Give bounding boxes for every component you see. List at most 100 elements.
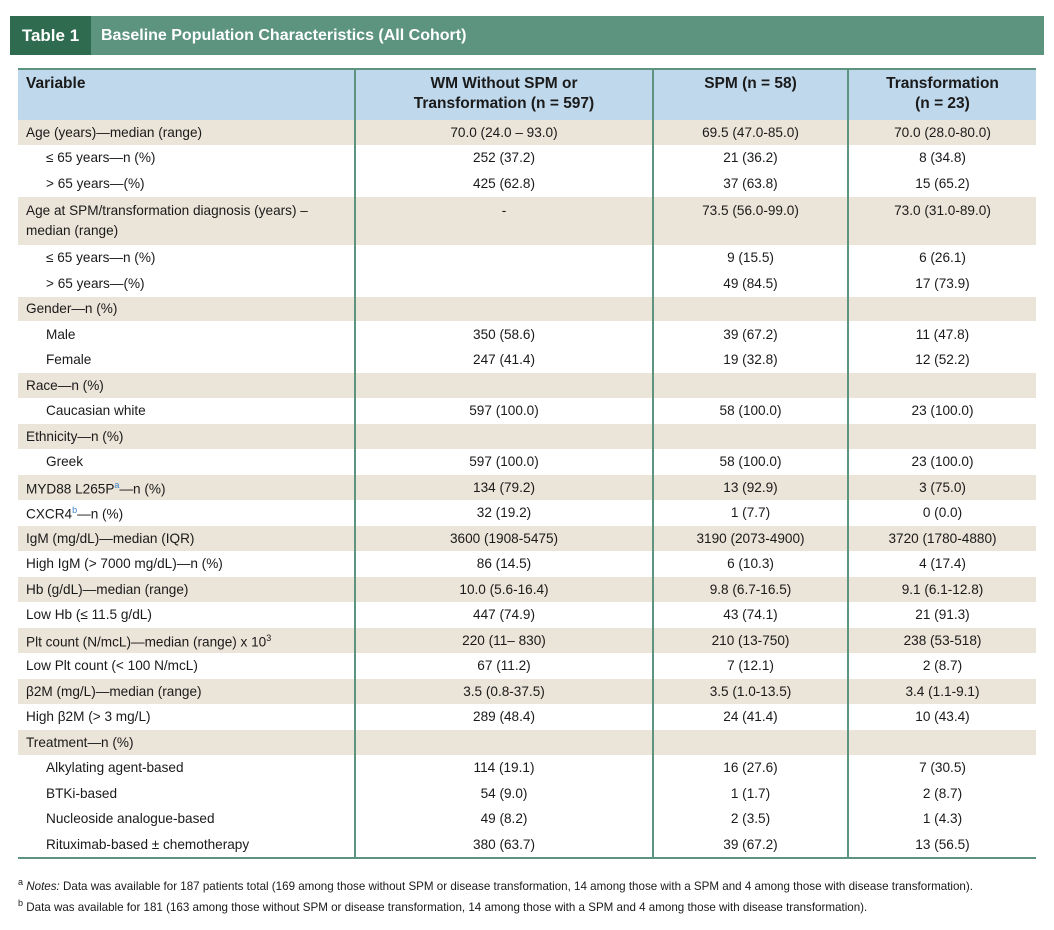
cell-transformation: 6 (26.1)	[848, 245, 1036, 271]
cell-spm: 19 (32.8)	[653, 347, 849, 373]
header-transformation: Transformation (n = 23)	[848, 69, 1036, 120]
row-label-text-line2: median (range)	[26, 222, 119, 238]
row-label: Nucleoside analogue-based	[18, 806, 356, 832]
cell-wm: 380 (63.7)	[355, 831, 654, 858]
cell-transformation: 0 (0.0)	[848, 500, 1036, 526]
cell-wm: 10.0 (5.6-16.4)	[355, 576, 654, 603]
row-label: Caucasian white	[18, 398, 356, 424]
note-a-text: Data was available for 187 patients tota…	[63, 879, 973, 893]
row-label: Gender—n (%)	[18, 296, 356, 322]
cell-wm: 447 (74.9)	[355, 602, 654, 628]
table-row: Caucasian white 597 (100.0) 58 (100.0) 23 (…	[18, 398, 1036, 424]
cell-wm: -	[355, 196, 654, 246]
row-label: Greek	[18, 449, 356, 475]
row-label: High β2M (> 3 mg/L)	[18, 704, 356, 730]
table-row: IgM (mg/dL)—median (IQR) 3600 (1908-5475)…	[18, 525, 1036, 552]
row-label-text: Female	[46, 352, 92, 368]
cell-spm: 37 (63.8)	[653, 170, 849, 197]
cell-wm: 67 (11.2)	[355, 653, 654, 679]
note-b: b Data was available for 181 (163 among …	[18, 895, 1036, 916]
row-label: Female	[18, 347, 356, 373]
table-row: BTKi-based 54 (9.0) 1 (1.7) 2 (8.7)	[18, 780, 1036, 807]
cell-spm	[653, 372, 849, 399]
cell-transformation: 15 (65.2)	[848, 170, 1036, 197]
row-label-text: ≤ 65 years—n (%)	[46, 150, 156, 166]
row-label: Age (years)—median (range)	[18, 120, 356, 146]
table-row: MYD88 L265Pa—n (%) 134 (79.2) 13 (92.9) 3 (…	[18, 474, 1036, 501]
table-notes: a Notes: Data was available for 187 pati…	[18, 874, 1036, 916]
cell-spm	[653, 423, 849, 450]
cell-spm: 69.5 (47.0-85.0)	[653, 120, 849, 146]
footnote-marker: b	[72, 505, 78, 516]
cell-spm: 39 (67.2)	[653, 321, 849, 348]
cell-spm: 1 (1.7)	[653, 780, 849, 807]
cell-transformation: 11 (47.8)	[848, 321, 1036, 348]
row-label-text: IgM (mg/dL)—median (IQR)	[26, 530, 195, 546]
cell-wm	[355, 245, 654, 271]
table-row: ≤ 65 years—n (%) 252 (37.2) 21 (36.2) 8 (34…	[18, 145, 1036, 171]
cell-transformation: 12 (52.2)	[848, 347, 1036, 373]
cell-transformation: 3720 (1780-4880)	[848, 525, 1036, 552]
cell-wm: 70.0 (24.0 – 93.0)	[355, 120, 654, 146]
table-title-bar: Table 1 Baseline Population Characterist…	[10, 16, 1044, 55]
cell-wm: 247 (41.4)	[355, 347, 654, 373]
table-row: Greek 597 (100.0) 58 (100.0) 23 (100.0)	[18, 449, 1036, 475]
header-wm: WM Without SPM or Transformation (n = 59…	[355, 69, 654, 120]
cell-wm	[355, 270, 654, 297]
row-label: Race—n (%)	[18, 372, 356, 399]
row-label: IgM (mg/dL)—median (IQR)	[18, 525, 356, 552]
row-label-text: β2M (mg/L)—median (range)	[26, 683, 202, 699]
cell-wm: 3600 (1908-5475)	[355, 525, 654, 552]
table-row: Gender—n (%)	[18, 296, 1036, 322]
cell-wm: 54 (9.0)	[355, 780, 654, 807]
header-wm-line1: WM Without SPM or	[430, 75, 578, 92]
header-row: Variable WM Without SPM or Transformatio…	[18, 69, 1036, 120]
cell-wm: 597 (100.0)	[355, 449, 654, 475]
cell-spm: 21 (36.2)	[653, 145, 849, 171]
cell-spm: 2 (3.5)	[653, 806, 849, 832]
cell-transformation: 9.1 (6.1-12.8)	[848, 576, 1036, 603]
row-label: BTKi-based	[18, 780, 356, 807]
row-label: β2M (mg/L)—median (range)	[18, 678, 356, 705]
row-label-text: Rituximab-based ± chemotherapy	[46, 836, 250, 852]
cell-transformation: 23 (100.0)	[848, 449, 1036, 475]
header-transformation-line2: (n = 23)	[915, 95, 970, 112]
header-wm-line2: Transformation (n = 597)	[413, 95, 595, 112]
cell-spm: 9 (15.5)	[653, 245, 849, 271]
table-row: Ethnicity—n (%)	[18, 423, 1036, 450]
cell-spm: 9.8 (6.7-16.5)	[653, 576, 849, 603]
row-label-text: MYD88 L265P	[26, 481, 115, 497]
cell-transformation: 238 (53-518)	[848, 627, 1036, 654]
row-label: Male	[18, 321, 356, 348]
header-spm: SPM (n = 58)	[653, 69, 849, 120]
table-row: Age at SPM/transformation diagnosis (yea…	[18, 196, 1036, 246]
cell-spm: 13 (92.9)	[653, 474, 849, 501]
table-row: Treatment—n (%)	[18, 729, 1036, 756]
row-label: Age at SPM/transformation diagnosis (yea…	[18, 196, 356, 246]
table-row: Female 247 (41.4) 19 (32.8) 12 (52.2)	[18, 347, 1036, 373]
cell-spm: 3.5 (1.0-13.5)	[653, 678, 849, 705]
row-label: Hb (g/dL)—median (range)	[18, 576, 356, 603]
row-label-text: Greek	[46, 454, 84, 470]
row-label-text: Plt count (N/mcL)—median (range) x 10	[26, 634, 267, 650]
row-label-text: Ethnicity—n (%)	[26, 428, 124, 444]
cell-spm: 6 (10.3)	[653, 551, 849, 577]
cell-wm	[355, 729, 654, 756]
cell-transformation: 7 (30.5)	[848, 755, 1036, 781]
row-label-text: High IgM (> 7000 mg/dL)—n (%)	[26, 556, 223, 572]
row-label-text: Gender—n (%)	[26, 301, 118, 317]
table-row: Age (years)—median (range) 70.0 (24.0 – 9…	[18, 120, 1036, 146]
cell-transformation: 17 (73.9)	[848, 270, 1036, 297]
table-row: > 65 years—(%) 425 (62.8) 37 (63.8) 15 (65.…	[18, 170, 1036, 197]
cell-spm: 43 (74.1)	[653, 602, 849, 628]
table-row: Nucleoside analogue-based 49 (8.2) 2 (3.5)…	[18, 806, 1036, 832]
row-label: Rituximab-based ± chemotherapy	[18, 831, 356, 858]
cell-wm: 350 (58.6)	[355, 321, 654, 348]
note-b-text: Data was available for 181 (163 among th…	[26, 900, 868, 914]
table-row: High IgM (> 7000 mg/dL)—n (%) 86 (14.5) 6 …	[18, 551, 1036, 577]
cell-wm: 49 (8.2)	[355, 806, 654, 832]
table-row: Hb (g/dL)—median (range) 10.0 (5.6-16.4) 9…	[18, 576, 1036, 603]
table-row: Alkylating agent-based 114 (19.1) 16 (27.6…	[18, 755, 1036, 781]
row-label-text: BTKi-based	[46, 785, 118, 801]
row-label: Low Hb (≤ 11.5 g/dL)	[18, 602, 356, 628]
